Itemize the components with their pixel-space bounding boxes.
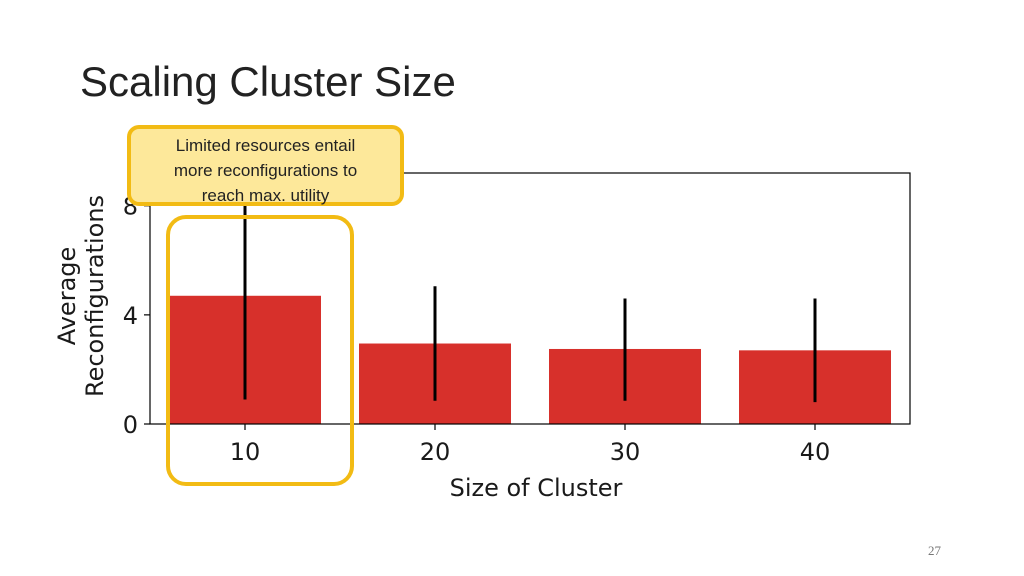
- x-tick-label-40: 40: [800, 438, 831, 466]
- y-tick-label-0: 0: [123, 411, 138, 439]
- callout-line-2: more reconfigurations to: [173, 161, 358, 180]
- y-axis-label: AverageReconfigurations: [53, 195, 109, 397]
- highlight-box: [166, 215, 354, 486]
- slide-title: Scaling Cluster Size: [80, 58, 456, 105]
- callout-line-1: Limited resources entail: [175, 136, 356, 155]
- callout-line-3: reach max. utility: [201, 186, 330, 205]
- plot-frame: [149, 172, 911, 425]
- y-tick-label-4: 4: [123, 302, 138, 330]
- page-number: 27: [928, 543, 941, 558]
- y-axis-label-line-1: Average: [53, 247, 81, 346]
- x-axis-label: Size of Cluster: [450, 474, 623, 502]
- x-tick-label-10: 10: [230, 438, 261, 466]
- x-tick-label-20: 20: [420, 438, 451, 466]
- callout-note: Limited resources entail more reconfigur…: [127, 125, 404, 206]
- y-axis-label-line-2: Reconfigurations: [81, 195, 109, 397]
- x-tick-label-30: 30: [610, 438, 641, 466]
